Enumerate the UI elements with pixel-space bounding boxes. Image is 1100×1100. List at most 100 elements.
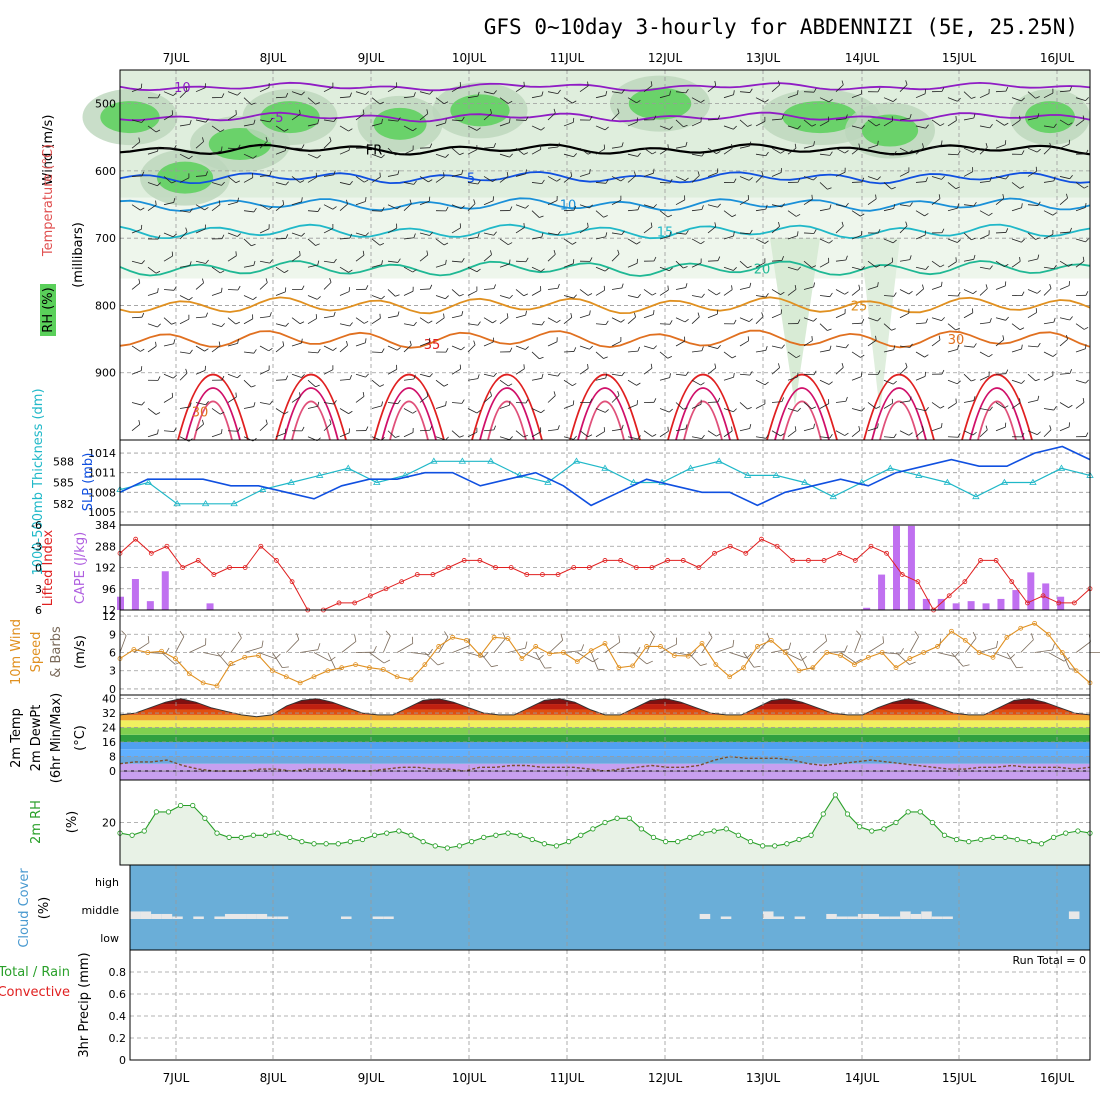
wind-barb <box>1027 254 1040 262</box>
wind-speed-point <box>367 665 372 671</box>
li-line <box>119 538 1091 611</box>
wind-speed-point <box>755 644 760 649</box>
top-date-label: 11JUL <box>550 51 585 65</box>
wind-barb <box>147 376 161 381</box>
wind-barb <box>131 312 145 319</box>
wind-barb <box>643 256 657 262</box>
wind-barb <box>707 309 719 319</box>
wind-speed-point <box>630 663 636 669</box>
wind-barb <box>595 285 605 296</box>
wind-barb <box>259 136 268 149</box>
rh-point <box>675 839 681 845</box>
wind-barb <box>659 285 669 296</box>
wind-barb <box>803 317 817 322</box>
wind-barb <box>883 292 897 297</box>
li-point <box>274 558 279 563</box>
wind-barb <box>787 89 799 99</box>
isotherm-5 <box>119 171 1091 185</box>
wind-barb <box>499 436 513 441</box>
wind-tick-label: 0 <box>109 683 116 696</box>
wind-barb <box>211 266 225 274</box>
wind-barb <box>419 143 433 149</box>
wind-barb <box>403 199 412 211</box>
wind-barb <box>323 258 337 264</box>
li-point <box>837 550 843 556</box>
pressure-tick-label: 700 <box>95 232 116 245</box>
wind-barb <box>691 238 705 245</box>
wind-barb <box>947 97 961 102</box>
wind-barb <box>707 147 721 154</box>
wind-barb <box>851 351 865 358</box>
wind-barb <box>579 345 593 350</box>
surface-wind-barb <box>119 630 127 653</box>
wind-barb <box>147 266 161 274</box>
wind-barb <box>323 311 336 319</box>
wind-barb <box>531 320 545 326</box>
wind-barb <box>627 435 641 440</box>
top-date-label: 9JUL <box>358 51 385 65</box>
rh-point <box>650 834 657 840</box>
cape-axis-label: CAPE (J/kg) <box>73 532 88 604</box>
wind-barb <box>707 203 721 208</box>
wind-barb <box>499 400 511 409</box>
wind-barb <box>595 427 605 438</box>
wind-speed-point <box>547 651 552 657</box>
rh-point <box>711 828 717 834</box>
li-point <box>696 565 702 570</box>
temp-tick-label: 24 <box>102 722 116 735</box>
rh-point <box>372 832 378 838</box>
wind-barb <box>659 144 669 155</box>
li-point <box>633 565 639 570</box>
surface-wind-barb <box>424 652 445 666</box>
wind-barb <box>723 266 737 271</box>
wind-barb <box>611 195 622 206</box>
wind-speed-point <box>339 665 345 671</box>
rh-point <box>529 836 535 843</box>
rh-point <box>578 832 584 838</box>
rh-point <box>432 843 438 849</box>
li-point <box>884 550 890 556</box>
temp-color-band <box>120 720 1090 728</box>
wind-barb <box>131 401 145 406</box>
wind-barb <box>227 176 241 184</box>
wind-barb <box>131 224 143 234</box>
warm-arch <box>479 387 535 441</box>
wind-barb <box>851 89 863 99</box>
wind-barb <box>131 419 141 432</box>
wind-barb <box>483 317 497 324</box>
cloud-middle-bar <box>921 911 932 919</box>
rh2m-unit-label: (%) <box>65 811 80 834</box>
wind-speed-point <box>519 656 525 661</box>
rh-point <box>929 819 935 826</box>
wind-speed-point <box>311 674 317 680</box>
wind-barb <box>1043 229 1054 240</box>
wind-barb <box>195 401 209 406</box>
wind-barb <box>643 168 655 177</box>
li-point <box>477 558 483 563</box>
wind-barb <box>787 266 801 271</box>
wind-barb <box>947 238 961 243</box>
wind-speed-point <box>949 628 954 634</box>
wind-barb <box>307 153 321 159</box>
wind-barb <box>899 255 912 262</box>
wind-barb <box>579 204 593 209</box>
wind-speed-point <box>1059 650 1065 655</box>
wind-barb <box>355 250 365 262</box>
rh-point <box>699 830 705 836</box>
wind-barb <box>643 115 657 121</box>
wind-barb <box>963 396 976 403</box>
wind-barb <box>723 351 737 359</box>
rh-point <box>384 830 390 836</box>
wind-barb <box>435 313 445 325</box>
rh-point <box>820 811 826 817</box>
wind-barb <box>371 348 385 353</box>
slp-tick-label: 1005 <box>88 506 116 519</box>
thickness-point <box>601 464 609 471</box>
wind-barb <box>515 204 529 209</box>
wind-barb <box>643 222 653 234</box>
temp-tick-label: 40 <box>102 693 116 706</box>
thickness-point <box>772 471 780 478</box>
wind-barb <box>147 429 159 438</box>
temp-tick-label: 16 <box>102 736 116 749</box>
wind-speed-point <box>159 648 164 654</box>
